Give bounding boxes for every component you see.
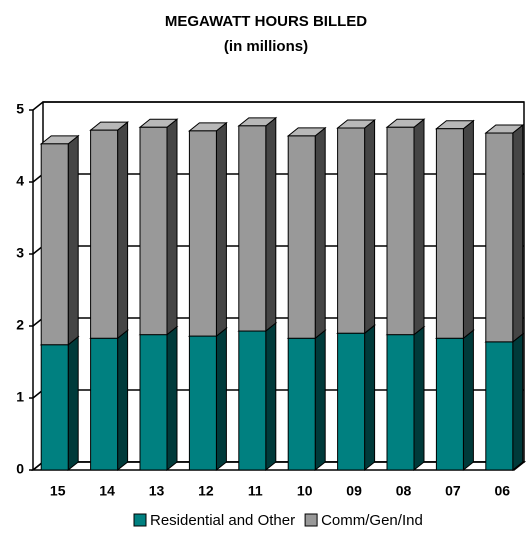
bar-side xyxy=(364,118,376,335)
chart-title: MEGAWATT HOURS BILLED xyxy=(165,13,367,30)
bar-side xyxy=(512,123,524,343)
bar-side xyxy=(67,335,79,472)
x-tick-label: 15 xyxy=(50,483,66,499)
bar xyxy=(40,143,69,346)
bar xyxy=(485,132,514,343)
x-tick-label: 12 xyxy=(198,483,214,499)
bar xyxy=(287,135,316,339)
bar-side xyxy=(413,325,425,472)
x-tick-label: 08 xyxy=(396,483,412,499)
grid-line-depth xyxy=(32,101,44,111)
bar xyxy=(386,126,415,336)
bar-side xyxy=(364,324,376,472)
bar xyxy=(485,341,514,471)
x-tick-label: 06 xyxy=(495,483,511,499)
bar xyxy=(90,337,119,471)
bar-side xyxy=(512,332,524,472)
y-tick-label: 1 xyxy=(16,389,24,405)
y-tick-label: 2 xyxy=(16,317,24,333)
x-tick-label: 14 xyxy=(99,483,115,499)
legend-label: Comm/Gen/Ind xyxy=(321,512,423,529)
bar xyxy=(139,126,168,336)
legend-swatch xyxy=(304,513,318,527)
legend-label: Residential and Other xyxy=(150,512,295,529)
bar xyxy=(435,128,464,339)
x-tick-label: 11 xyxy=(248,483,263,499)
bar-side xyxy=(413,118,425,336)
bar xyxy=(435,337,464,471)
bar-side xyxy=(462,329,474,472)
bar xyxy=(139,334,168,471)
bar-side xyxy=(265,116,277,333)
bar xyxy=(40,344,69,471)
bar-side xyxy=(166,325,178,472)
y-tick-label: 0 xyxy=(16,461,24,477)
bar-side xyxy=(215,327,227,472)
bar xyxy=(386,334,415,471)
bar xyxy=(337,332,366,471)
bar-side xyxy=(117,329,129,472)
y-tick-label: 4 xyxy=(16,173,24,189)
x-tick-label: 13 xyxy=(149,483,165,499)
bar-side xyxy=(314,329,326,472)
bar-side xyxy=(314,126,326,340)
bar xyxy=(337,127,366,334)
y-tick-label: 5 xyxy=(16,101,24,117)
bar-side xyxy=(462,119,474,340)
legend-swatch xyxy=(133,513,147,527)
bar xyxy=(188,130,217,337)
bar-side xyxy=(166,118,178,336)
chart-subtitle: (in millions) xyxy=(224,38,308,55)
bar xyxy=(90,129,119,339)
bar-side xyxy=(67,134,79,346)
bar-side xyxy=(265,321,277,472)
x-tick-label: 09 xyxy=(346,483,362,499)
bar xyxy=(188,335,217,471)
bar-side xyxy=(215,121,227,338)
y-tick-label: 3 xyxy=(16,245,24,261)
bar xyxy=(238,330,267,471)
x-tick-label: 10 xyxy=(297,483,313,499)
bar xyxy=(238,125,267,332)
x-tick-label: 07 xyxy=(445,483,461,499)
bar-side xyxy=(117,121,129,340)
bar xyxy=(287,337,316,471)
